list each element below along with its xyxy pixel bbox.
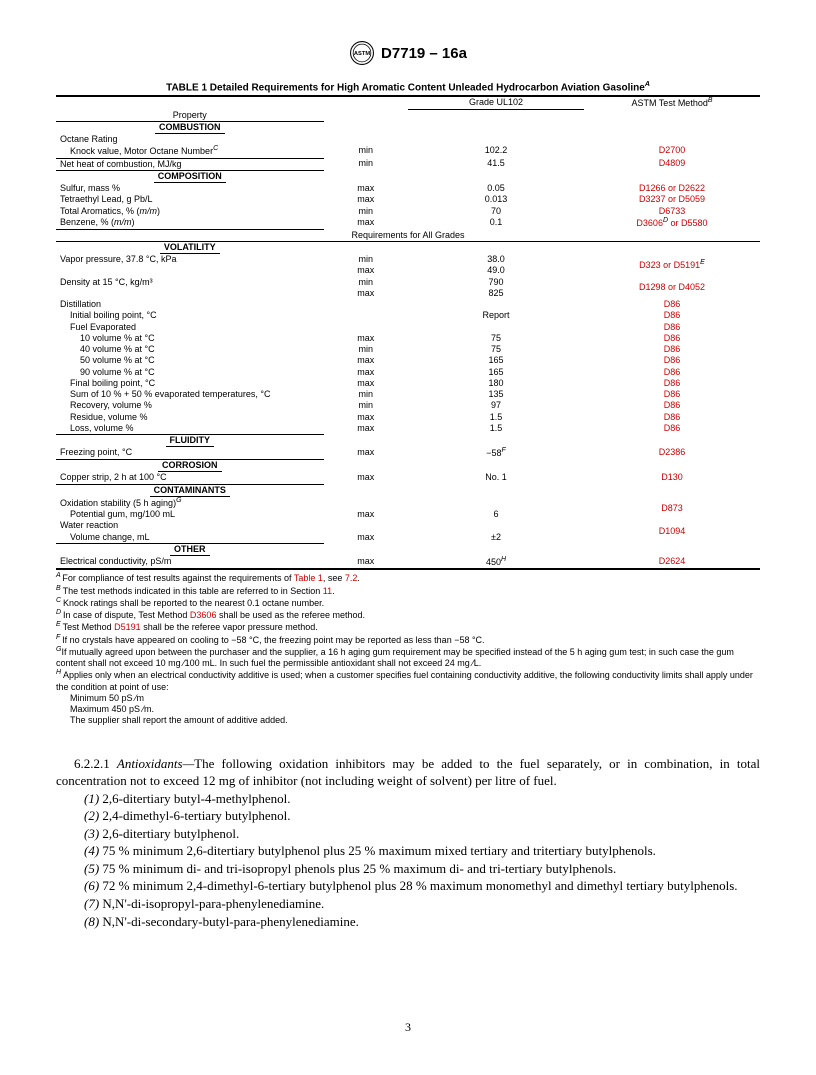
xref-link[interactable]: D3606 bbox=[190, 610, 217, 620]
page-number: 3 bbox=[56, 1020, 760, 1035]
row-dist: Distillation bbox=[56, 299, 324, 310]
section-combustion: COMBUSTION bbox=[155, 122, 225, 134]
method-link[interactable]: D86 bbox=[584, 322, 760, 333]
row-oxid: Oxidation stability (5 h aging)G bbox=[56, 497, 324, 509]
row-nethc: Net heat of combustion, MJ/kg bbox=[56, 158, 324, 170]
method-link[interactable]: D86 bbox=[584, 400, 760, 411]
row-sum: Sum of 10 % + 50 % evaporated temperatur… bbox=[56, 389, 324, 400]
method-link[interactable]: D4809 bbox=[584, 158, 760, 170]
row-fe: Fuel Evaporated bbox=[56, 322, 324, 333]
row-benzene: Benzene, % (m/m) bbox=[56, 217, 324, 229]
method-link[interactable]: D1094 bbox=[584, 520, 760, 543]
method-link[interactable]: D86 bbox=[584, 423, 760, 435]
section-corrosion: CORROSION bbox=[158, 460, 222, 472]
footnotes: A For compliance of test results against… bbox=[56, 572, 760, 726]
method-link[interactable]: D86 bbox=[584, 378, 760, 389]
doc-designation: D7719 – 16a bbox=[381, 45, 467, 62]
section-contaminants: CONTAMINANTS bbox=[150, 485, 230, 497]
xref-link[interactable]: Table 1 bbox=[294, 573, 323, 583]
method-link[interactable]: D6733 bbox=[584, 206, 760, 217]
col-header-grade: Grade UL102 bbox=[408, 97, 584, 109]
xref-link[interactable]: 7.2 bbox=[345, 573, 358, 583]
row-knock: Knock value, Motor Octane NumberC bbox=[56, 145, 324, 158]
method-link[interactable]: D86 bbox=[584, 333, 760, 344]
method-link[interactable]: D3606D or D5580 bbox=[584, 217, 760, 229]
method-link[interactable]: D323 or D5191E bbox=[584, 254, 760, 277]
method-link[interactable]: D2624 bbox=[584, 556, 760, 568]
requirements-table: Grade UL102 ASTM Test MethodB Property C… bbox=[56, 97, 760, 568]
row-v40: 40 volume % at °C bbox=[56, 344, 324, 355]
method-link[interactable]: D86 bbox=[584, 389, 760, 400]
method-link[interactable]: D86 bbox=[584, 344, 760, 355]
method-link[interactable]: D1298 or D4052 bbox=[584, 277, 760, 300]
row-rec: Recovery, volume % bbox=[56, 400, 324, 411]
row-v90: 90 volume % at °C bbox=[56, 367, 324, 378]
row-freeze: Freezing point, °C bbox=[56, 447, 324, 459]
row-water: Water reaction bbox=[56, 520, 324, 531]
method-link[interactable]: D2386 bbox=[584, 447, 760, 459]
row-v50: 50 volume % at °C bbox=[56, 355, 324, 366]
req-all-grades: Requirements for All Grades bbox=[56, 229, 760, 241]
method-link[interactable]: D86 bbox=[584, 412, 760, 423]
row-octane: Octane Rating bbox=[56, 134, 324, 145]
method-link[interactable]: D86 bbox=[584, 367, 760, 378]
row-copper: Copper strip, 2 h at 100 °C bbox=[56, 472, 324, 484]
section-volatility: VOLATILITY bbox=[160, 242, 220, 254]
page-header: ASTM D7719 – 16a bbox=[56, 40, 760, 69]
row-elec: Electrical conductivity, pS/m bbox=[56, 556, 324, 568]
row-fbp: Final boiling point, °C bbox=[56, 378, 324, 389]
row-tel: Tetraethyl Lead, g Pb/L bbox=[56, 194, 324, 205]
table-title: TABLE 1 Detailed Requirements for High A… bbox=[56, 81, 760, 93]
row-ibp: Initial boiling point, °C bbox=[56, 310, 324, 321]
svg-text:ASTM: ASTM bbox=[354, 51, 370, 57]
row-volch: Volume change, mL bbox=[56, 532, 324, 544]
method-link[interactable]: D130 bbox=[584, 472, 760, 484]
row-density: Density at 15 °C, kg/m³ bbox=[56, 277, 324, 300]
method-link[interactable]: D86 bbox=[584, 299, 760, 310]
section-fluidity: FLUIDITY bbox=[166, 435, 215, 447]
method-link[interactable]: D3237 or D5059 bbox=[584, 194, 760, 205]
col-header-method: ASTM Test MethodB bbox=[584, 97, 760, 109]
row-sulfur: Sulfur, mass % bbox=[56, 183, 324, 194]
body-text: 6.2.2.1 Antioxidants—The following oxida… bbox=[56, 755, 760, 930]
astm-logo: ASTM bbox=[349, 40, 375, 66]
row-gum: Potential gum, mg/100 mL bbox=[56, 509, 324, 520]
method-link[interactable]: D2700 bbox=[584, 145, 760, 158]
xref-link[interactable]: D5191 bbox=[114, 622, 141, 632]
row-res: Residue, volume % bbox=[56, 412, 324, 423]
row-v10: 10 volume % at °C bbox=[56, 333, 324, 344]
section-other: OTHER bbox=[170, 544, 210, 556]
row-loss: Loss, volume % bbox=[56, 423, 324, 435]
row-aromatics: Total Aromatics, % (m/m) bbox=[56, 206, 324, 217]
method-link[interactable]: D873 bbox=[584, 497, 760, 521]
method-link[interactable]: D86 bbox=[584, 310, 760, 321]
method-link[interactable]: D1266 or D2622 bbox=[584, 183, 760, 194]
xref-link[interactable]: 11 bbox=[323, 586, 332, 596]
method-link[interactable]: D86 bbox=[584, 355, 760, 366]
section-composition: COMPOSITION bbox=[154, 171, 226, 183]
row-vp: Vapor pressure, 37.8 °C, kPa bbox=[56, 254, 324, 277]
col-header-property: Property bbox=[56, 110, 324, 122]
